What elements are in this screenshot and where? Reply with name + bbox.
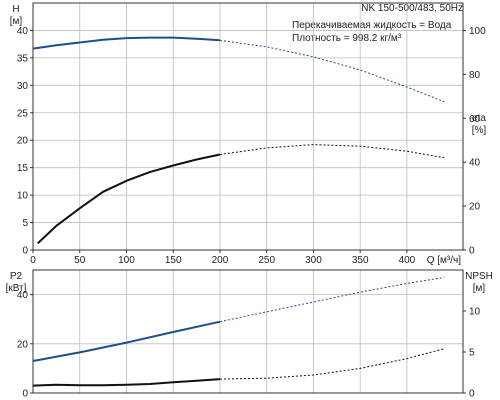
chart-title: NK 150-500/483, 50Hz: [361, 3, 463, 14]
y2-tick-label: 5: [469, 348, 475, 359]
y-axis-unit: [кВт]: [6, 283, 27, 294]
y-tick-label: 30: [17, 81, 29, 92]
y2-tick-label: 60: [469, 114, 481, 125]
y2-tick-label: 100: [469, 26, 486, 37]
p2-curve-extended: [219, 276, 445, 323]
y2-tick-label: 80: [469, 70, 481, 81]
y-tick-label: 20: [17, 339, 29, 350]
y-tick-label: 40: [17, 26, 29, 37]
y2-tick-label: 40: [469, 158, 481, 169]
eta-curve-operating: [37, 153, 221, 245]
x-tick-label: 250: [258, 255, 275, 266]
y2-tick-label: 20: [469, 202, 481, 213]
annotation-density: Плотность = 998.2 кг/м³: [292, 33, 402, 44]
plot-frame: [32, 2, 464, 251]
y2-axis-unit: [м]: [473, 283, 486, 294]
y-tick-label: 40: [17, 290, 29, 301]
y-tick-label: 25: [17, 108, 29, 119]
y-axis-label: P2: [10, 271, 23, 282]
y2-tick-label: 0: [469, 246, 475, 257]
eta-curve-extended: [219, 144, 445, 159]
x-tick-label: 200: [212, 255, 229, 266]
y-tick-label: 0: [22, 389, 28, 400]
p2-curve-operating: [32, 320, 221, 362]
y2-tick-label: 10: [469, 307, 481, 318]
y-tick-label: 15: [17, 163, 29, 174]
x-tick-label: 350: [352, 255, 369, 266]
y-axis-label: H: [12, 4, 19, 15]
npsh-curve-extended: [219, 348, 445, 380]
y-tick-label: 5: [22, 218, 28, 229]
power-npsh-panel: 0 20 40 0 5 10 P2[кВт] NPSH[м]: [6, 269, 493, 400]
x-tick-label: 150: [165, 255, 182, 266]
x-tick-label: 50: [74, 255, 86, 266]
x-tick-label: 100: [118, 255, 135, 266]
y2-axis-label: NPSH: [465, 271, 493, 282]
y2-tick-label: 0: [469, 389, 475, 400]
y-axis-unit: [м]: [10, 16, 23, 27]
x-tick-label: 400: [399, 255, 416, 266]
x-axis-label: Q [м³/ч]: [427, 255, 462, 266]
y-tick-label: 10: [17, 191, 29, 202]
x-tick-label: 300: [305, 255, 322, 266]
annotation-liquid: Перекачиваемая жидкость = Вода: [292, 20, 452, 31]
h-curve-operating: [32, 36, 221, 50]
npsh-curve-operating: [32, 378, 221, 387]
y-tick-label: 20: [17, 136, 29, 147]
y-tick-label: 0: [22, 246, 28, 257]
y-tick-label: 35: [17, 53, 29, 64]
plot-frame: [32, 269, 464, 394]
y2-axis-label: eta: [472, 113, 486, 124]
y2-axis-unit: [%]: [472, 125, 487, 136]
x-tick-label: 0: [30, 255, 36, 266]
